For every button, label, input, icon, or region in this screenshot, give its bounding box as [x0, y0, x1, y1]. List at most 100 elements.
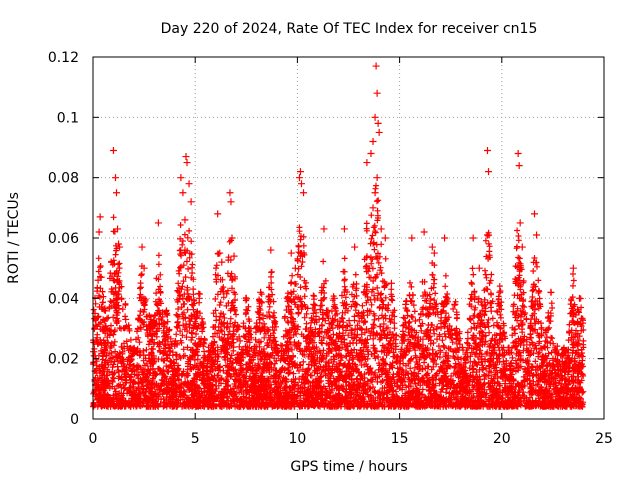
- data-point: [257, 288, 265, 296]
- data-point: [230, 252, 238, 260]
- x-tick-label: 25: [595, 431, 613, 447]
- data-point: [428, 243, 436, 251]
- data-point: [296, 168, 304, 176]
- data-point: [114, 225, 122, 233]
- data-point: [140, 264, 148, 272]
- data-point: [547, 288, 555, 296]
- data-point: [97, 273, 105, 281]
- data-point: [101, 325, 109, 332]
- data-point: [115, 240, 123, 248]
- data-point: [109, 147, 117, 155]
- data-point: [113, 189, 121, 197]
- data-point: [187, 198, 195, 206]
- data-point: [154, 219, 162, 227]
- data-point: [227, 198, 235, 206]
- data-point: [195, 294, 203, 302]
- data-point: [163, 331, 171, 339]
- data-point: [371, 189, 379, 197]
- data-point: [185, 180, 193, 188]
- y-tick-label: 0.02: [48, 352, 79, 368]
- data-point: [514, 150, 522, 158]
- data-point: [216, 249, 224, 257]
- data-point: [226, 189, 234, 197]
- data-point: [531, 210, 539, 218]
- y-tick-label: 0: [70, 412, 79, 428]
- x-tick-labels: 0 5 10 15 20 25: [89, 431, 613, 447]
- x-axis-label: GPS time / hours: [290, 459, 407, 475]
- data-point: [402, 300, 410, 308]
- data-point: [310, 300, 318, 308]
- data-point: [575, 294, 583, 302]
- grid-lines: [93, 57, 604, 419]
- y-tick-label: 0.1: [57, 110, 79, 126]
- data-point: [95, 228, 103, 236]
- x-tick-label: 0: [89, 431, 98, 447]
- data-point: [214, 210, 222, 218]
- data-point: [408, 234, 416, 242]
- axis-ticks: [92, 56, 605, 420]
- data-point-cloud: [90, 182, 587, 410]
- data-point: [441, 234, 449, 242]
- data-point: [351, 243, 359, 251]
- data-point: [373, 174, 381, 182]
- data-point: [518, 243, 526, 251]
- data-point: [569, 264, 577, 272]
- data-point: [300, 189, 308, 197]
- data-point: [469, 234, 477, 242]
- data-point: [96, 213, 104, 221]
- data-point: [297, 180, 305, 188]
- data-point: [533, 231, 541, 239]
- data-point: [181, 246, 189, 254]
- data-point: [381, 234, 389, 242]
- y-tick-label: 0.06: [48, 231, 79, 247]
- data-point: [430, 249, 438, 257]
- y-tick-label: 0.08: [48, 171, 79, 187]
- y-tick-label: 0.12: [48, 50, 79, 66]
- data-point: [374, 119, 382, 127]
- data-point: [372, 62, 380, 70]
- data-point: [515, 162, 523, 170]
- y-tick-label: 0.04: [48, 291, 79, 307]
- data-point: [283, 294, 291, 302]
- data-point: [369, 204, 377, 212]
- data-point: [267, 246, 275, 254]
- data-point: [146, 325, 154, 332]
- scatter-cloud: [90, 182, 587, 410]
- data-point: [373, 89, 381, 97]
- data-point: [367, 150, 375, 158]
- data-point: [485, 168, 493, 176]
- x-tick-label: 10: [288, 431, 306, 447]
- x-tick-label: 20: [493, 431, 511, 447]
- data-point: [375, 128, 383, 136]
- data-point: [116, 243, 124, 251]
- data-point: [363, 159, 371, 167]
- data-point: [330, 294, 338, 302]
- x-tick-label: 15: [391, 431, 409, 447]
- data-point: [451, 300, 459, 308]
- data-point: [287, 249, 295, 257]
- data-point: [377, 225, 385, 233]
- data-point: [496, 288, 504, 296]
- data-point: [94, 276, 102, 284]
- data-point: [179, 189, 187, 197]
- data-point: [122, 315, 130, 323]
- data-point: [138, 243, 146, 251]
- data-point: [218, 258, 226, 266]
- data-point: [111, 174, 119, 182]
- x-tick-label: 5: [191, 431, 200, 447]
- data-point: [228, 234, 236, 242]
- data-point: [320, 225, 328, 233]
- data-point: [420, 228, 428, 236]
- data-point: [340, 225, 348, 233]
- data-point: [483, 147, 491, 155]
- data-point: [181, 216, 189, 224]
- data-point: [342, 300, 350, 308]
- data-point: [291, 264, 299, 272]
- y-axis-label: ROTI / TECUs: [6, 192, 22, 284]
- data-point: [387, 279, 395, 287]
- data-points: [91, 62, 583, 339]
- y-tick-labels: 0 0.02 0.04 0.06 0.08 0.1 0.12: [48, 50, 79, 428]
- data-point: [182, 153, 190, 161]
- data-point: [371, 113, 379, 121]
